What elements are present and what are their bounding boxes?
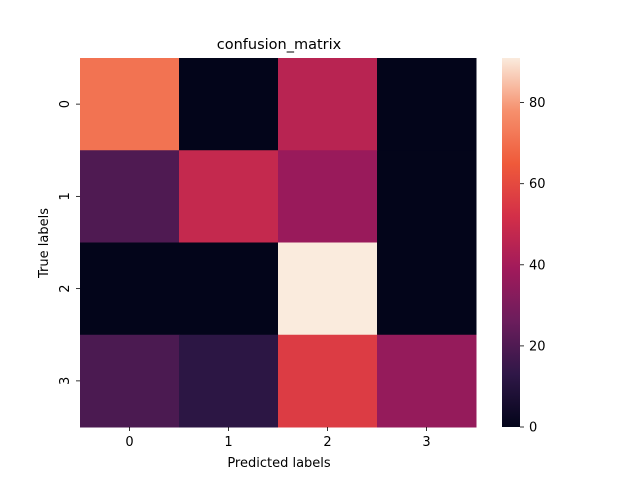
chart-title: confusion_matrix <box>217 37 342 53</box>
y-tick-label-3: 3 <box>58 377 73 385</box>
heatmap-cell-r1-c2 <box>278 150 378 243</box>
heatmap-cell-r2-c1 <box>179 242 279 336</box>
heatmap-cell-r1-c1 <box>179 150 279 243</box>
colorbar-tick-label-1: 20 <box>529 339 546 354</box>
heatmap-cell-r0-c0 <box>80 58 180 151</box>
y-tick-label-0: 0 <box>58 100 73 108</box>
heatmap-cell-r3-c1 <box>179 334 279 428</box>
heatmap-cell-r0-c3 <box>377 58 477 151</box>
heatmap-cell-r2-c0 <box>80 242 180 336</box>
heatmap-cell-r0-c2 <box>278 58 378 151</box>
x-tick-label-2: 2 <box>323 435 331 450</box>
x-tick-label-0: 0 <box>125 435 133 450</box>
heatmap-cell-r3-c3 <box>377 334 477 428</box>
heatmap-axes: 0 1 2 3 0 1 2 3 <box>58 100 431 450</box>
y-tick-label-1: 1 <box>58 192 73 200</box>
heatmap-cell-r3-c0 <box>80 334 180 428</box>
heatmap-cell-r3-c2 <box>278 334 378 428</box>
colorbar-tick-label-3: 60 <box>529 177 546 192</box>
colorbar-tick-label-0: 0 <box>529 421 537 436</box>
heatmap-cell-r2-c2 <box>278 242 378 336</box>
heatmap-cell-r0-c1 <box>179 58 279 151</box>
heatmap-cell-r2-c3 <box>377 242 477 336</box>
heatmap-cells <box>80 58 477 428</box>
x-tick-label-3: 3 <box>422 435 430 450</box>
colorbar: 0 20 40 60 80 <box>502 58 546 436</box>
y-tick-label-2: 2 <box>58 284 73 292</box>
colorbar-tick-label-2: 40 <box>529 258 546 273</box>
colorbar-tick-label-4: 80 <box>529 96 546 111</box>
heatmap-cell-r1-c3 <box>377 150 477 243</box>
heatmap-cell-r1-c0 <box>80 150 180 243</box>
x-axis-label: Predicted labels <box>227 456 331 471</box>
colorbar-gradient <box>502 58 520 427</box>
y-axis-label: True labels <box>37 208 52 279</box>
x-tick-label-1: 1 <box>224 435 232 450</box>
